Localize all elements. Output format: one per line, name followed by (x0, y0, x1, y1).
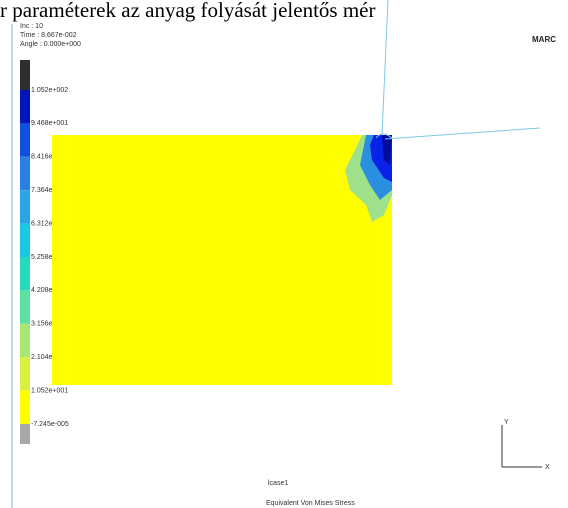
info-line: Angle : 0.000e+000 (20, 41, 81, 48)
axis-label: Y (504, 419, 509, 426)
color-bar-segment (20, 357, 30, 391)
color-bar-segment (20, 90, 30, 124)
color-bar-segment (20, 424, 30, 444)
legend-label: 4.208e+001 (31, 287, 68, 294)
color-bar-segment (20, 156, 30, 191)
color-bar-segment (20, 223, 30, 257)
color-bar-segment (20, 123, 30, 157)
tool-edge (381, 0, 389, 136)
legend-label: 9.468e+001 (31, 120, 68, 127)
color-bar-segment (20, 390, 30, 424)
logo: MARC (532, 35, 556, 44)
tool-tip (375, 133, 393, 139)
caption: r paraméterek az anyag folyását jelentős… (0, 0, 375, 22)
color-bar: 1.052e+002 9.468e+001 8.416e+001 7.364e+001… (20, 60, 69, 444)
info-line: Inc : 10 (20, 23, 43, 30)
axis-label: X (545, 464, 550, 471)
mesh-yellow (52, 135, 392, 385)
legend-label: 2.104e+001 (31, 354, 68, 361)
legend-label: 1.052e+002 (31, 87, 68, 94)
color-bar-segment (20, 190, 30, 224)
legend-label: 8.416e+001 (31, 154, 68, 161)
legend-label: 3.156e+001 (31, 321, 68, 328)
tool-edge (384, 127, 541, 140)
color-bar-segment (20, 60, 30, 90)
info-line: Time : 8.667e-002 (20, 32, 77, 39)
legend-label: 1.052e+001 (31, 387, 68, 394)
color-bar-segment (20, 290, 30, 324)
color-bar-segment (20, 257, 30, 291)
legend-label: -7.245e-005 (31, 421, 69, 428)
legend-label: 6.312e+001 (31, 220, 68, 227)
legend-label: 7.364e+001 (31, 187, 68, 194)
color-bar-segment (20, 323, 30, 358)
legend-label: 5.258e+001 (31, 254, 68, 261)
result-label: Equivalent Von Mises Stress (266, 500, 355, 507)
contour-darkblue (382, 135, 392, 165)
case-label: lcase1 (268, 480, 288, 487)
